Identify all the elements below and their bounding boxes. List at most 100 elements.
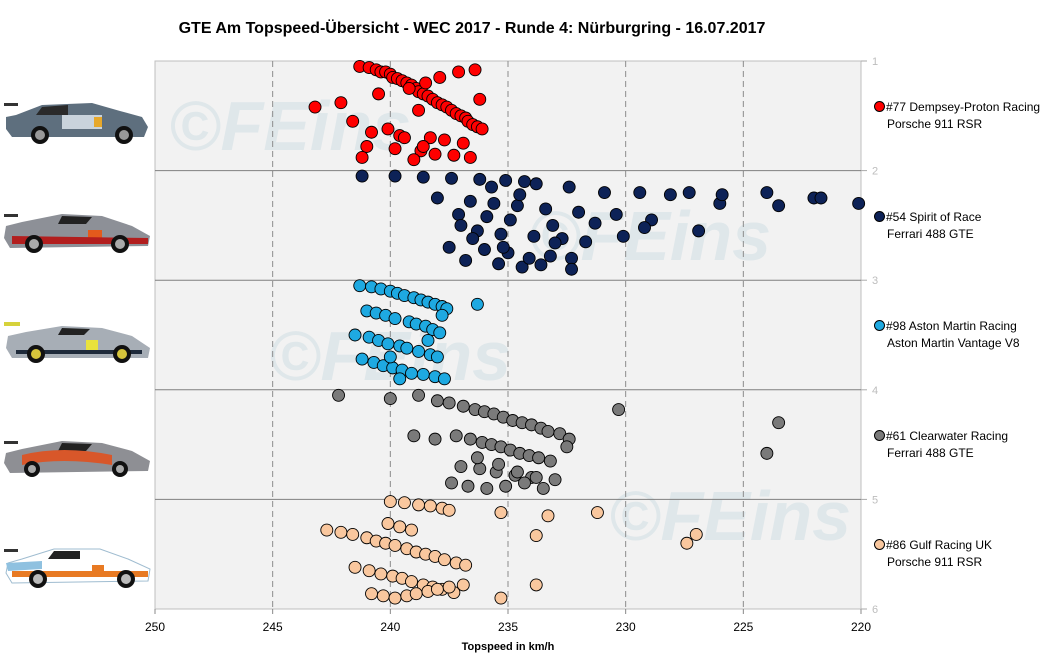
- data-point: [459, 558, 473, 572]
- data-point: [398, 131, 411, 145]
- legend-sublabel: Ferrari 488 GTE: [887, 446, 974, 460]
- data-point: [518, 476, 531, 490]
- car-61-image: [2, 437, 152, 477]
- data-point: [522, 251, 536, 265]
- data-point: [546, 218, 560, 232]
- data-point: [348, 328, 362, 342]
- data-point: [355, 150, 369, 164]
- car-86-image: [2, 545, 154, 589]
- data-point: [616, 229, 630, 243]
- data-point: [612, 403, 626, 416]
- data-point: [365, 125, 378, 139]
- data-point: [412, 388, 426, 402]
- data-point: [772, 416, 786, 430]
- data-point: [388, 169, 402, 183]
- data-point: [560, 440, 574, 454]
- data-point: [638, 221, 651, 235]
- data-point: [334, 96, 348, 110]
- car-77-image: [2, 97, 152, 147]
- data-point: [442, 240, 456, 254]
- data-point: [760, 186, 774, 199]
- data-point: [541, 509, 555, 523]
- data-point: [355, 352, 369, 366]
- data-point: [518, 175, 531, 189]
- data-point: [468, 63, 482, 77]
- data-point: [388, 591, 402, 605]
- data-point: [633, 186, 647, 199]
- data-point: [421, 334, 435, 347]
- data-point: [680, 536, 694, 550]
- x-tick-label: 245: [263, 620, 283, 634]
- legend-marker-86: [874, 539, 885, 550]
- data-point: [496, 240, 510, 254]
- data-point: [433, 70, 447, 84]
- data-point: [438, 133, 451, 147]
- series-0: [308, 60, 489, 167]
- legend-item-98: #98 Aston Martin Racing Aston Martin Van…: [874, 318, 1020, 352]
- data-point: [562, 180, 576, 194]
- data-point: [478, 243, 491, 256]
- data-point: [400, 341, 414, 355]
- data-point: [715, 188, 729, 202]
- data-point: [579, 235, 593, 249]
- data-point: [412, 498, 426, 512]
- data-point: [473, 462, 487, 476]
- data-point: [510, 199, 524, 213]
- data-point: [536, 481, 550, 495]
- data-point: [565, 251, 578, 265]
- data-point: [499, 174, 513, 187]
- series-3: [332, 388, 786, 495]
- grid-lines: [155, 61, 861, 609]
- data-point: [428, 432, 442, 446]
- data-point: [383, 495, 397, 509]
- data-point: [692, 224, 706, 238]
- data-point: [463, 194, 477, 208]
- data-point: [452, 207, 466, 221]
- legend-label: #77 Dempsey-Proton Racing: [886, 100, 1041, 114]
- data-point: [760, 446, 774, 460]
- data-point: [515, 260, 529, 274]
- data-point: [475, 122, 489, 136]
- data-point: [492, 257, 506, 271]
- data-point: [372, 87, 386, 101]
- data-point: [480, 210, 494, 224]
- data-point: [332, 388, 346, 402]
- data-point: [423, 499, 437, 513]
- data-point: [398, 496, 411, 510]
- data-point: [463, 150, 477, 164]
- data-point: [529, 578, 543, 592]
- data-point: [814, 191, 828, 205]
- data-point: [466, 232, 480, 246]
- data-point: [407, 153, 421, 167]
- legend-label: #54 Spirit of Race: [886, 210, 982, 224]
- series-4: [320, 495, 703, 605]
- data-point: [320, 523, 334, 537]
- data-point: [308, 100, 322, 114]
- data-point: [548, 473, 562, 487]
- y-tick-label: 4: [872, 385, 878, 397]
- data-point: [565, 262, 578, 276]
- data-point: [430, 394, 444, 408]
- data-point: [433, 326, 447, 340]
- data-point: [532, 451, 546, 465]
- data-point: [473, 172, 487, 186]
- data-point: [539, 202, 553, 216]
- car-98-image: [2, 320, 152, 364]
- data-point: [412, 103, 426, 117]
- data-points: [308, 60, 866, 605]
- x-tick-label: 235: [498, 620, 518, 634]
- data-point: [456, 136, 470, 150]
- legend-sublabel: Porsche 911 RSR: [887, 117, 983, 131]
- legend-marker-98: [874, 320, 885, 331]
- data-point: [360, 140, 374, 153]
- data-point: [438, 372, 451, 386]
- data-point: [485, 180, 498, 194]
- data-point: [499, 479, 513, 493]
- legend-item-54: #54 Spirit of Race Ferrari 488 GTE: [874, 209, 981, 243]
- data-point: [393, 520, 407, 534]
- data-point: [416, 170, 430, 184]
- data-point: [456, 578, 470, 592]
- data-point: [572, 205, 586, 219]
- legend-label: #86 Gulf Racing UK: [886, 538, 993, 552]
